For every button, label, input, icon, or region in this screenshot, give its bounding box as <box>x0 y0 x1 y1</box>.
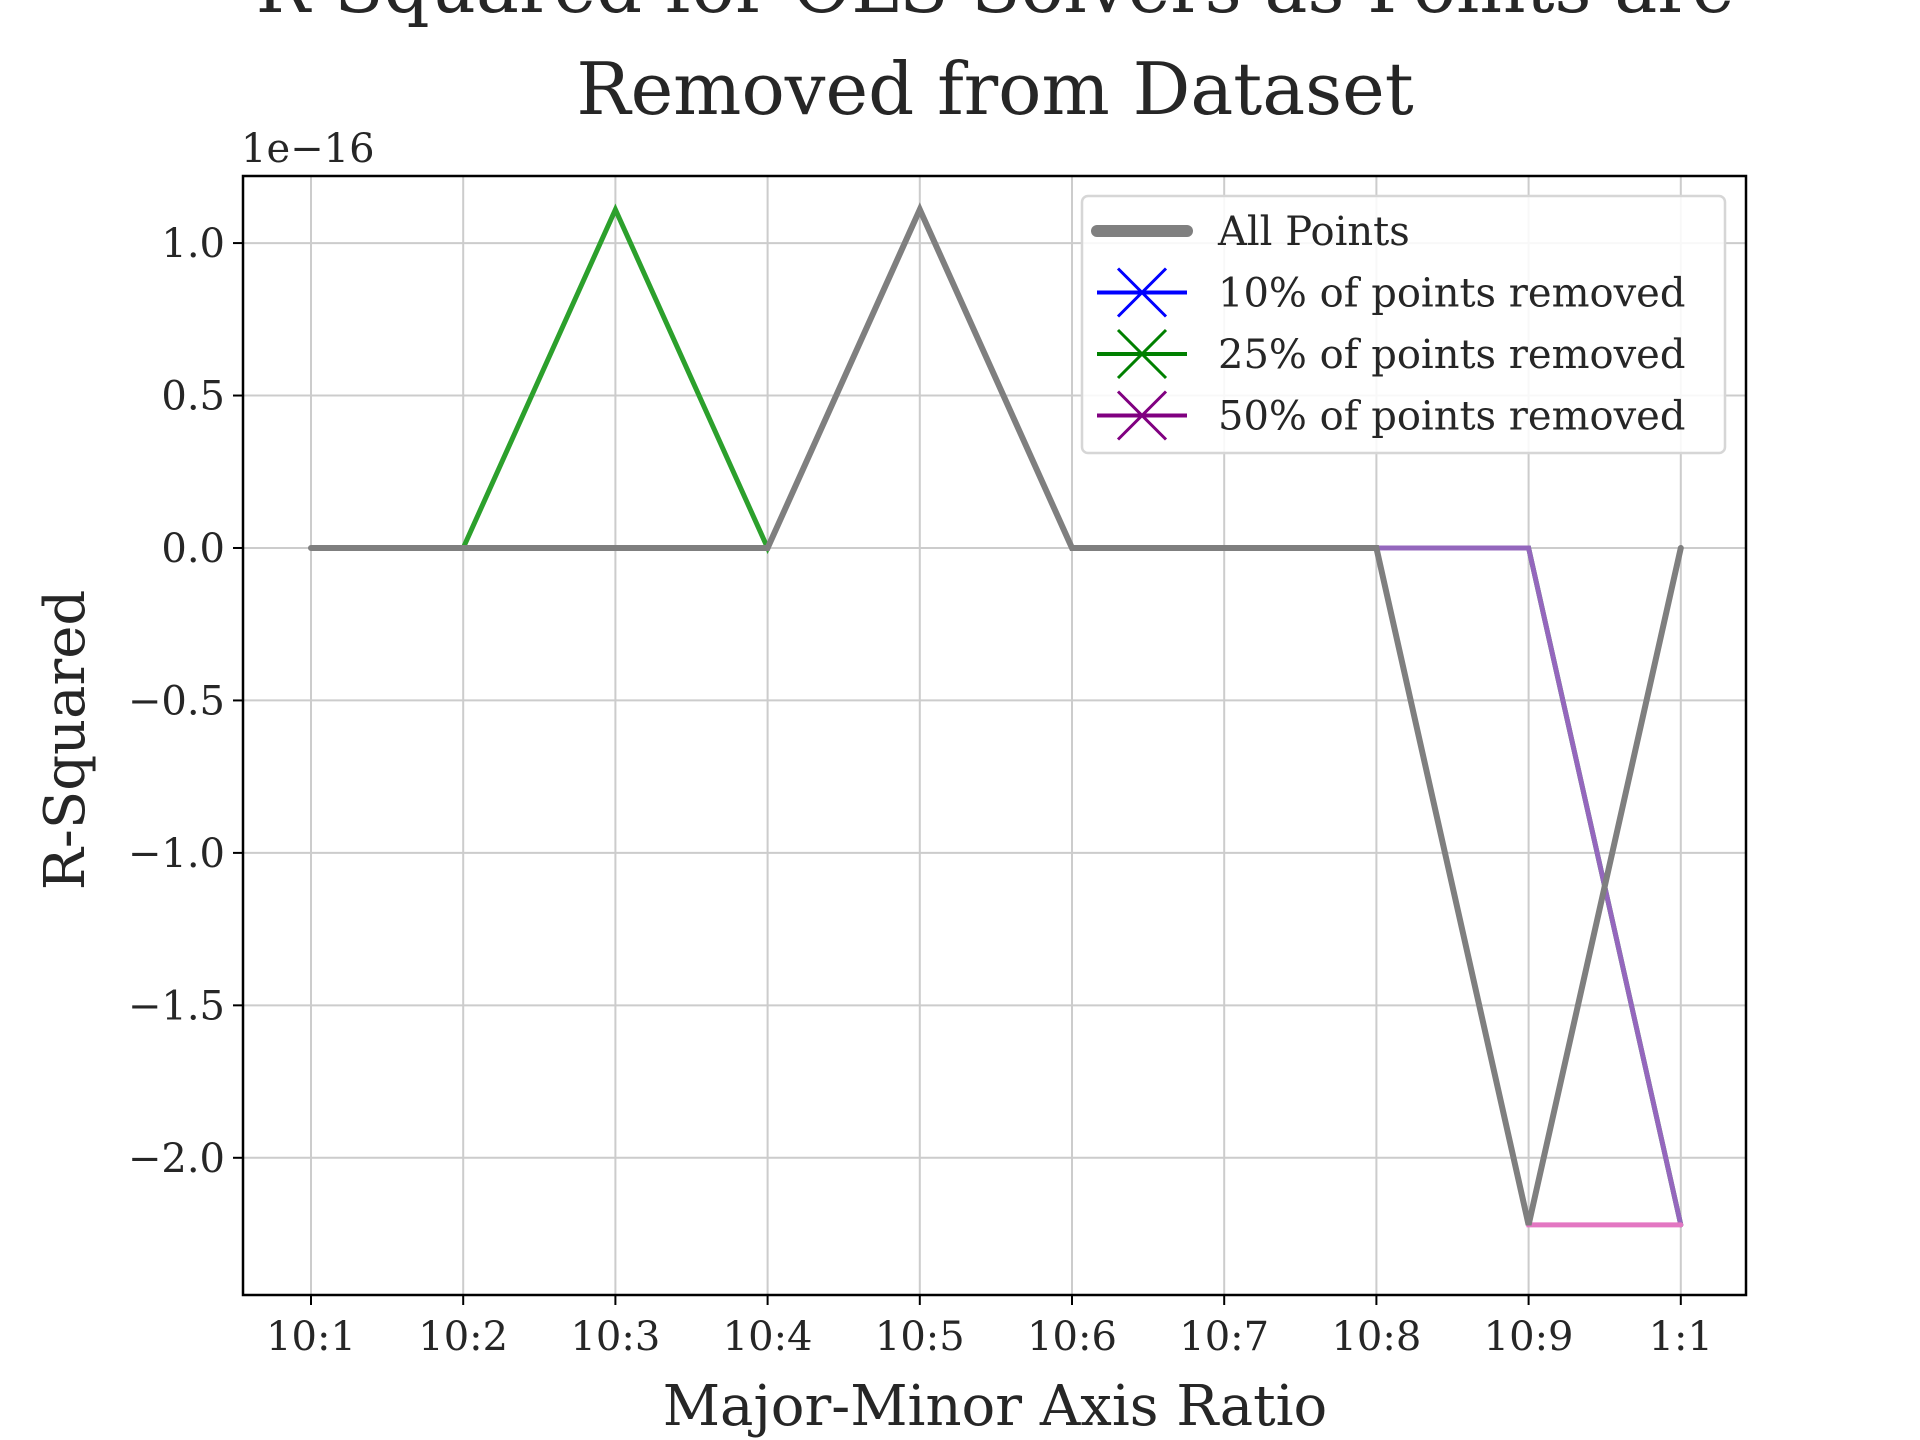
y-axis-label: R-Squared <box>33 590 98 891</box>
chart-title-line-2: Removed from Dataset <box>576 47 1413 131</box>
x-tick-label: 10:1 <box>266 1314 356 1360</box>
legend-label: 10% of points removed <box>1218 271 1685 317</box>
y-tick-label: −0.5 <box>128 678 225 724</box>
x-axis-ticks: 10:1 10:2 10:3 10:4 10:5 10:6 10:7 10:8 10:9 1:1 <box>266 1295 1713 1360</box>
legend: All Points 10% of points removed 25% of po… <box>1080 194 1727 455</box>
series-line-4 <box>308 202 1684 1226</box>
legend-label: 25% of points removed <box>1218 332 1685 378</box>
y-tick-label: 0.0 <box>161 526 225 572</box>
x-axis-label: Major-Minor Axis Ratio <box>663 1374 1328 1439</box>
legend-label: All Points <box>1217 209 1410 255</box>
legend-x-marker <box>1116 390 1168 441</box>
x-tick-label: 10:9 <box>1484 1314 1574 1360</box>
y-axis-ticks: 1.0 0.5 0.0 −0.5 −1.0 −1.5 −2.0 <box>128 221 243 1182</box>
y-tick-label: 0.5 <box>161 374 225 420</box>
y-tick-label: 1.0 <box>161 221 225 267</box>
x-tick-label: 10:6 <box>1027 1314 1117 1360</box>
legend-label: 50% of points removed <box>1218 394 1685 440</box>
y-offset-label: 1e−16 <box>241 126 375 172</box>
x-tick-label: 10:3 <box>570 1314 660 1360</box>
x-tick-label: 1:1 <box>1649 1314 1713 1360</box>
chart-title-line-1: R-Squared for OLS Solvers as Points are <box>256 0 1735 29</box>
legend-x-marker <box>1116 328 1168 380</box>
y-tick-label: −2.0 <box>128 1136 225 1182</box>
y-tick-label: −1.5 <box>128 983 225 1029</box>
x-tick-label: 10:5 <box>875 1314 965 1360</box>
x-tick-label: 10:8 <box>1331 1314 1421 1360</box>
x-tick-label: 10:4 <box>723 1314 813 1360</box>
plot-frame <box>241 174 1748 1297</box>
x-tick-label: 10:7 <box>1179 1314 1269 1360</box>
legend-x-marker <box>1116 267 1168 318</box>
series-layer <box>308 202 1684 1228</box>
x-tick-label: 10:2 <box>418 1314 508 1360</box>
y-tick-label: −1.0 <box>128 831 225 877</box>
legend-box <box>1080 194 1727 455</box>
